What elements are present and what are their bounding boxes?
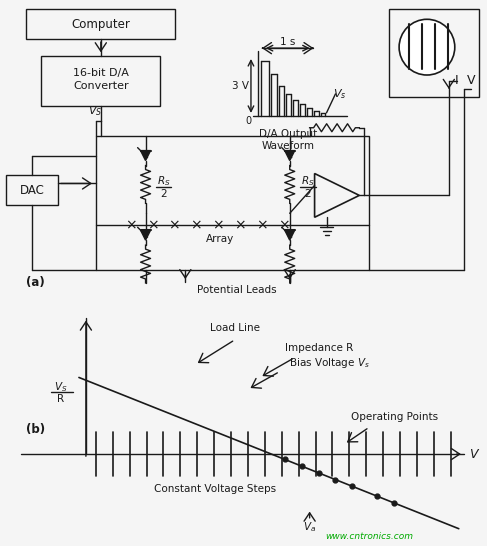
Circle shape bbox=[399, 19, 455, 75]
Text: Bias Voltage $V_s$: Bias Voltage $V_s$ bbox=[289, 355, 370, 370]
Text: DAC: DAC bbox=[20, 184, 45, 197]
Text: 1 s: 1 s bbox=[280, 37, 296, 47]
Text: ×: × bbox=[256, 218, 268, 232]
Text: ×: × bbox=[212, 218, 224, 232]
Text: ×: × bbox=[190, 218, 202, 232]
Text: $R_S$: $R_S$ bbox=[157, 175, 170, 188]
Text: $V_s$: $V_s$ bbox=[333, 87, 346, 101]
Polygon shape bbox=[315, 174, 359, 217]
Text: Waveform: Waveform bbox=[261, 141, 314, 151]
Text: ×: × bbox=[147, 218, 158, 232]
Text: ×: × bbox=[278, 218, 290, 232]
Text: Array: Array bbox=[206, 234, 234, 244]
Text: R: R bbox=[57, 394, 65, 405]
Text: 0: 0 bbox=[245, 116, 251, 126]
Text: (b): (b) bbox=[26, 423, 45, 436]
Text: www.cntronics.com: www.cntronics.com bbox=[325, 532, 413, 541]
Polygon shape bbox=[141, 230, 150, 240]
Text: Computer: Computer bbox=[72, 18, 130, 31]
Text: $V_a$: $V_a$ bbox=[303, 520, 316, 533]
Polygon shape bbox=[285, 151, 295, 161]
Polygon shape bbox=[141, 151, 150, 161]
Text: V: V bbox=[469, 448, 478, 461]
Text: 3 V: 3 V bbox=[231, 81, 248, 91]
Text: 2: 2 bbox=[304, 189, 311, 199]
Text: ×: × bbox=[125, 218, 136, 232]
Bar bbox=[6, 175, 58, 205]
Text: Converter: Converter bbox=[73, 81, 129, 91]
Bar bbox=[26, 9, 175, 39]
Text: Constant Voltage Steps: Constant Voltage Steps bbox=[154, 484, 276, 494]
Text: 16-bit D/A: 16-bit D/A bbox=[73, 68, 129, 78]
Text: Impedance R: Impedance R bbox=[285, 343, 354, 353]
Text: $V_S$: $V_S$ bbox=[55, 381, 68, 394]
Text: 2: 2 bbox=[160, 189, 167, 199]
Text: D/A Output: D/A Output bbox=[259, 129, 317, 139]
Text: I: I bbox=[455, 74, 459, 87]
Text: (a): (a) bbox=[26, 276, 45, 289]
Bar bbox=[96, 136, 369, 270]
Text: Potential Leads: Potential Leads bbox=[197, 285, 277, 295]
Text: ×: × bbox=[169, 218, 180, 232]
Bar bbox=[41, 56, 161, 106]
Text: $V_S$: $V_S$ bbox=[88, 104, 102, 118]
Polygon shape bbox=[285, 230, 295, 240]
Text: ×: × bbox=[234, 218, 246, 232]
Bar bbox=[389, 9, 479, 97]
Text: Load Line: Load Line bbox=[210, 323, 260, 333]
Text: Operating Points: Operating Points bbox=[351, 412, 438, 422]
Text: $R_S$: $R_S$ bbox=[301, 175, 315, 188]
Text: V: V bbox=[467, 74, 475, 87]
